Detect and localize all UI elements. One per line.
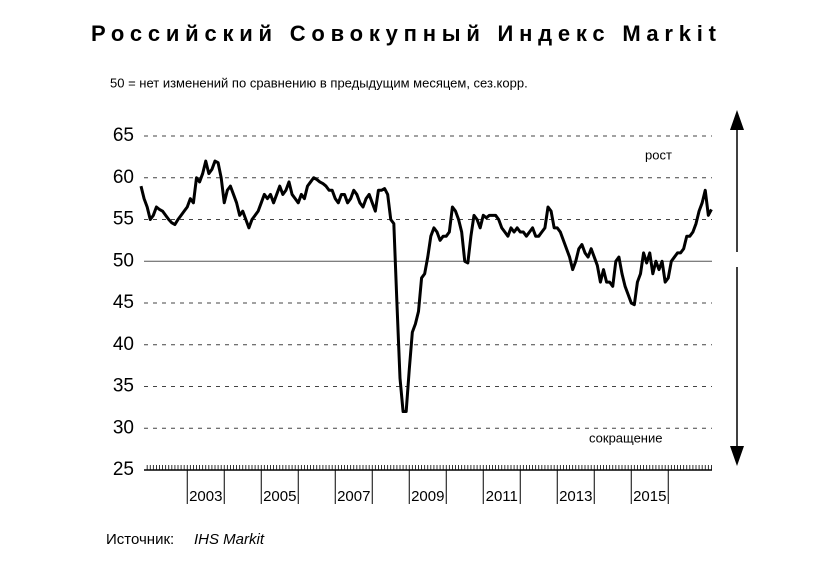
y-tick-label: 55 [113,209,134,230]
x-tick-label: 2009 [411,488,444,505]
data-line [139,159,713,414]
annotation: сокращение [589,430,662,445]
x-tick-label: 2005 [263,488,296,505]
arrow-head [730,110,744,130]
y-tick-label: 50 [113,250,134,271]
y-tick-label: 30 [113,417,134,438]
source: IHS Markit [194,531,265,548]
chart-title: Российский Совокупный Индекс Markit [91,21,717,46]
source-label: Источник: [106,531,174,548]
x-tick-label: 2015 [633,488,666,505]
x-tick-label: 2013 [559,488,592,505]
annotation: рост [645,147,672,162]
y-tick-label: 40 [113,334,134,355]
y-tick-label: 25 [113,459,134,480]
y-tick-label: 35 [113,376,134,397]
y-tick-label: 65 [113,125,134,146]
subtitle: 50 = нет изменений по сравнению в предыд… [110,75,528,90]
x-tick-label: 2003 [189,488,222,505]
x-tick-label: 2007 [337,488,370,505]
arrow-head [730,446,744,466]
y-tick-label: 60 [113,167,134,188]
x-tick-label: 2011 [486,488,518,505]
y-tick-label: 45 [113,292,134,313]
